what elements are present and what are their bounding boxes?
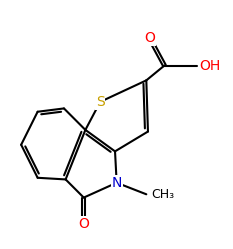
Text: O: O <box>144 31 155 45</box>
Text: O: O <box>78 217 89 231</box>
Text: S: S <box>96 95 105 109</box>
Text: CH₃: CH₃ <box>151 188 174 201</box>
Text: N: N <box>111 176 122 190</box>
Text: OH: OH <box>199 59 220 72</box>
